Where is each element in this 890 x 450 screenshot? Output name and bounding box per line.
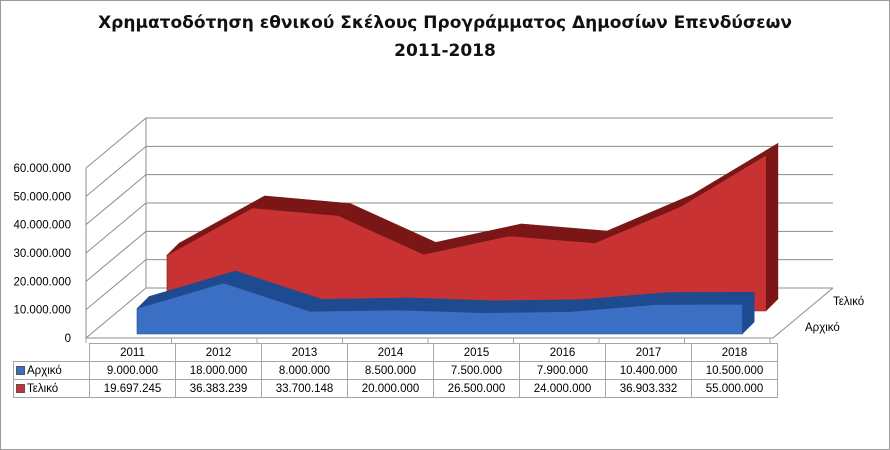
data-label: 36.383.239	[175, 379, 262, 398]
category-label: 2013	[261, 343, 348, 362]
series-arxiko-top-face	[309, 297, 410, 312]
data-label: 33.700.148	[261, 379, 348, 398]
legend-entry-arxiko: Αρχικό	[13, 361, 90, 380]
depth-label-arxiko: Αρχικό	[805, 322, 840, 334]
data-label: 18.000.000	[175, 361, 262, 380]
chart-title: Χρηματοδότηση εθνικού Σκέλους Προγράμματ…	[98, 13, 792, 33]
data-table: 2011 2012 2013 2014 2015 2016 2017 2018 …	[13, 343, 778, 398]
data-label: 7.900.000	[519, 361, 606, 380]
data-label: 36.903.332	[605, 379, 692, 398]
floor-edge	[86, 287, 834, 339]
legend-label: Τελικό	[27, 382, 59, 395]
y-tick-label: 10.000.000	[13, 305, 71, 317]
data-label: 10.500.000	[691, 361, 778, 380]
category-label: 2011	[89, 343, 176, 362]
data-label: 55.000.000	[691, 379, 778, 398]
data-label: 9.000.000	[89, 361, 176, 380]
y-tick-label: 40.000.000	[13, 220, 71, 232]
series-arxiko-top-face	[482, 299, 583, 314]
legend-key-red	[16, 383, 25, 393]
data-label: 26.500.000	[433, 379, 520, 398]
data-label: 7.500.000	[433, 361, 520, 380]
data-label: 8.500.000	[347, 361, 434, 380]
y-tick-label: 20.000.000	[13, 276, 71, 288]
data-table-row-arxiko: Αρχικό 9.000.000 18.000.000 8.000.000 8.…	[13, 361, 778, 380]
data-table-corner	[14, 344, 90, 362]
y-tick-label: 0	[65, 333, 71, 345]
data-table-row-teliko: Τελικό 19.697.245 36.383.239 33.700.148 …	[13, 379, 778, 398]
y-tick-label: 50.000.000	[13, 191, 71, 203]
series-arxiko-end-face	[742, 292, 755, 334]
y-tick-label: 30.000.000	[13, 248, 71, 260]
data-label: 24.000.000	[519, 379, 606, 398]
gridline	[85, 117, 833, 169]
chart-subtitle: 2011-2018	[394, 41, 496, 61]
category-label: 2014	[347, 343, 434, 362]
data-label: 19.697.245	[89, 379, 176, 398]
category-label: 2016	[519, 343, 606, 362]
series-arxiko-area	[136, 282, 743, 335]
depth-label-teliko: Τελικό	[833, 296, 864, 308]
series-arxiko-top-face	[655, 291, 756, 305]
y-tick-label: 60.000.000	[13, 163, 71, 175]
legend-entry-teliko: Τελικό	[13, 379, 90, 398]
category-label: 2012	[175, 343, 262, 362]
series-teliko-area	[166, 154, 767, 312]
legend-key-blue	[16, 365, 25, 375]
legend-label: Αρχικό	[27, 364, 62, 377]
category-label: 2017	[605, 343, 692, 362]
data-table-header-row: 2011 2012 2013 2014 2015 2016 2017 2018	[14, 343, 778, 362]
data-label: 8.000.000	[261, 361, 348, 380]
data-label: 10.400.000	[605, 361, 692, 380]
data-label: 20.000.000	[347, 379, 434, 398]
category-label: 2018	[691, 343, 778, 362]
series-teliko-end-face	[766, 143, 779, 311]
category-label: 2015	[433, 343, 520, 362]
